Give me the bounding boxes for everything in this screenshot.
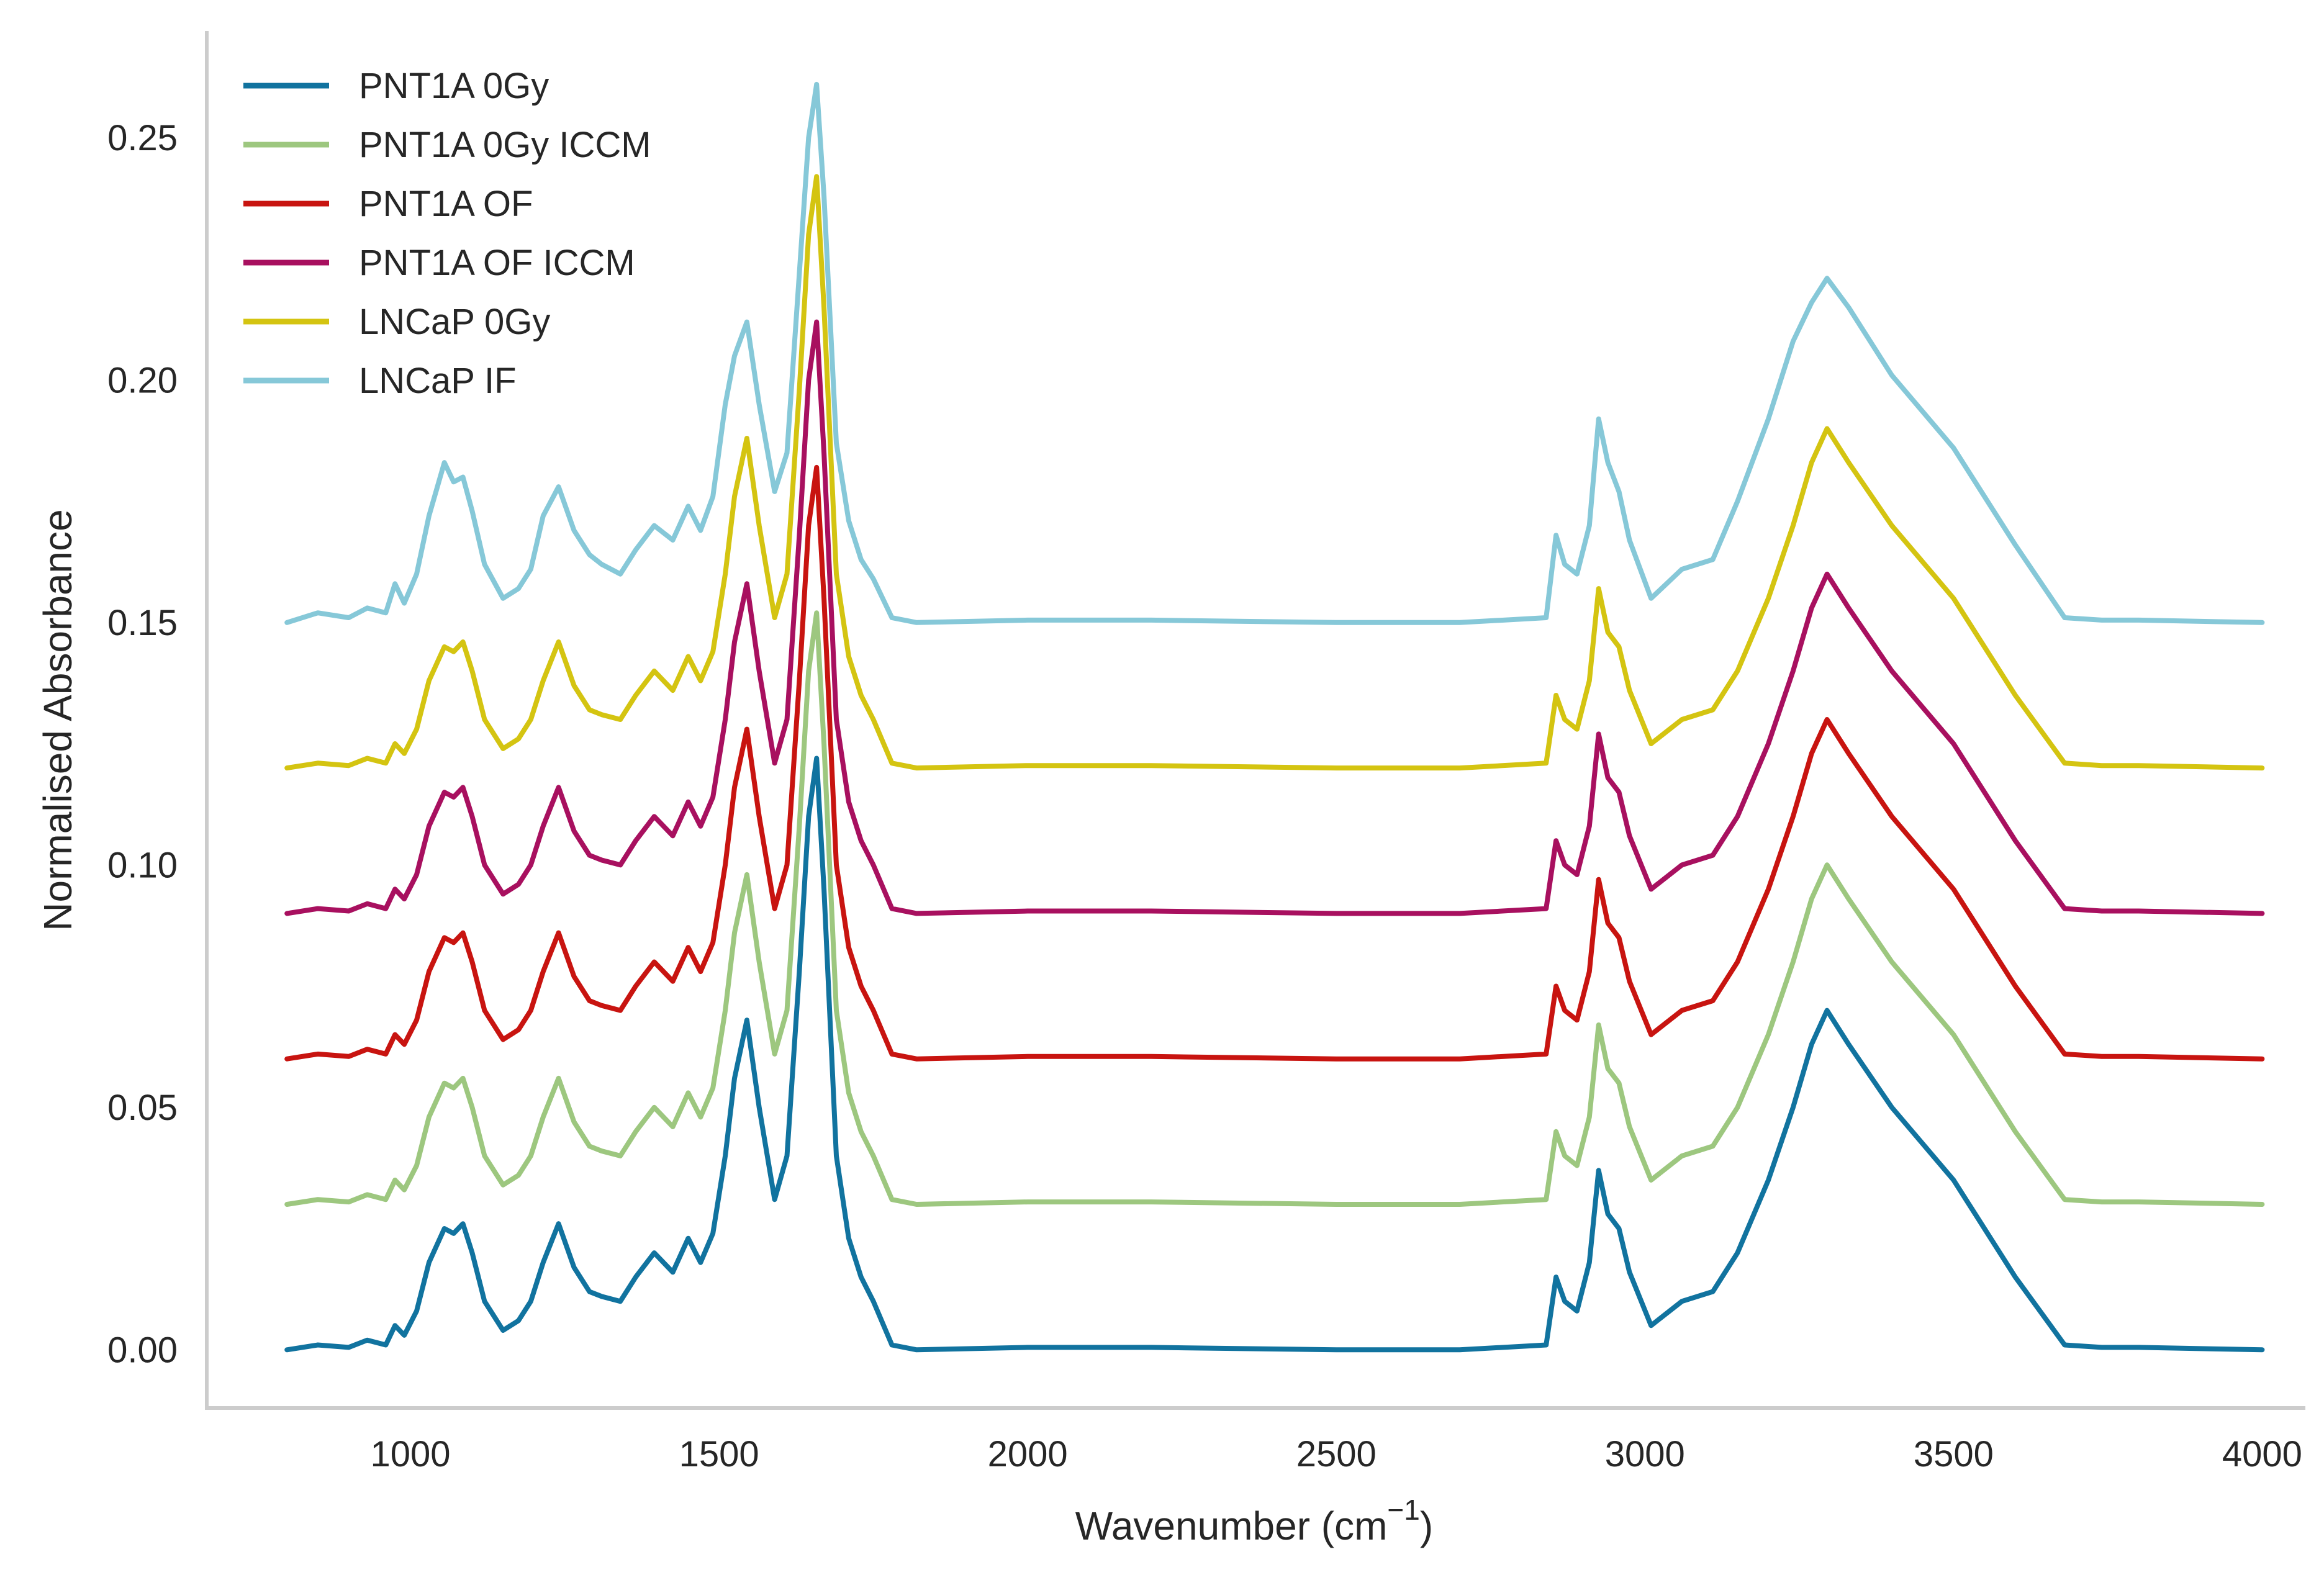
x-tick-label: 3000 bbox=[1605, 1434, 1685, 1474]
x-tick-label: 3500 bbox=[1914, 1434, 1994, 1474]
y-tick-labels: 0.00 0.05 0.10 0.15 0.20 0.25 bbox=[107, 118, 178, 1370]
y-tick-label: 0.05 bbox=[107, 1088, 178, 1128]
legend-label: LNCaP IF bbox=[359, 361, 517, 401]
legend-label: PNT1A OF bbox=[359, 184, 533, 224]
series-line-5 bbox=[284, 174, 2265, 771]
series-layer bbox=[284, 81, 2265, 1353]
y-tick-label: 0.20 bbox=[107, 360, 178, 400]
series-line-6 bbox=[284, 81, 2265, 625]
y-tick-label: 0.10 bbox=[107, 845, 178, 885]
x-axis-title-superscript: −1 bbox=[1387, 1494, 1419, 1526]
legend: PNT1A 0Gy PNT1A 0Gy ICCM PNT1A OF PNT1A OF … bbox=[243, 66, 651, 401]
legend-label: PNT1A OF ICCM bbox=[359, 243, 635, 283]
legend-label: PNT1A 0Gy bbox=[359, 66, 549, 106]
x-tick-label: 2500 bbox=[1296, 1434, 1377, 1474]
x-tick-label: 2000 bbox=[988, 1434, 1068, 1474]
x-axis-title: Wavenumber (cm−1) bbox=[1075, 1494, 1433, 1548]
x-tick-labels: 1000 1500 2000 2500 3000 3500 4000 bbox=[371, 1434, 2302, 1474]
y-tick-label: 0.15 bbox=[107, 603, 178, 643]
y-axis-title: Normalised Absorbance bbox=[35, 509, 80, 931]
series-line-4 bbox=[284, 319, 2265, 916]
x-tick-label: 4000 bbox=[2222, 1434, 2302, 1474]
x-tick-label: 1500 bbox=[679, 1434, 759, 1474]
x-tick-label: 1000 bbox=[371, 1434, 451, 1474]
series-line-3 bbox=[284, 464, 2265, 1062]
legend-label: PNT1A 0Gy ICCM bbox=[359, 125, 651, 165]
y-tick-label: 0.25 bbox=[107, 118, 178, 158]
legend-label: LNCaP 0Gy bbox=[359, 302, 550, 342]
series-line-2 bbox=[284, 610, 2265, 1207]
y-tick-label: 0.00 bbox=[107, 1330, 178, 1370]
series-line-1 bbox=[284, 756, 2265, 1353]
